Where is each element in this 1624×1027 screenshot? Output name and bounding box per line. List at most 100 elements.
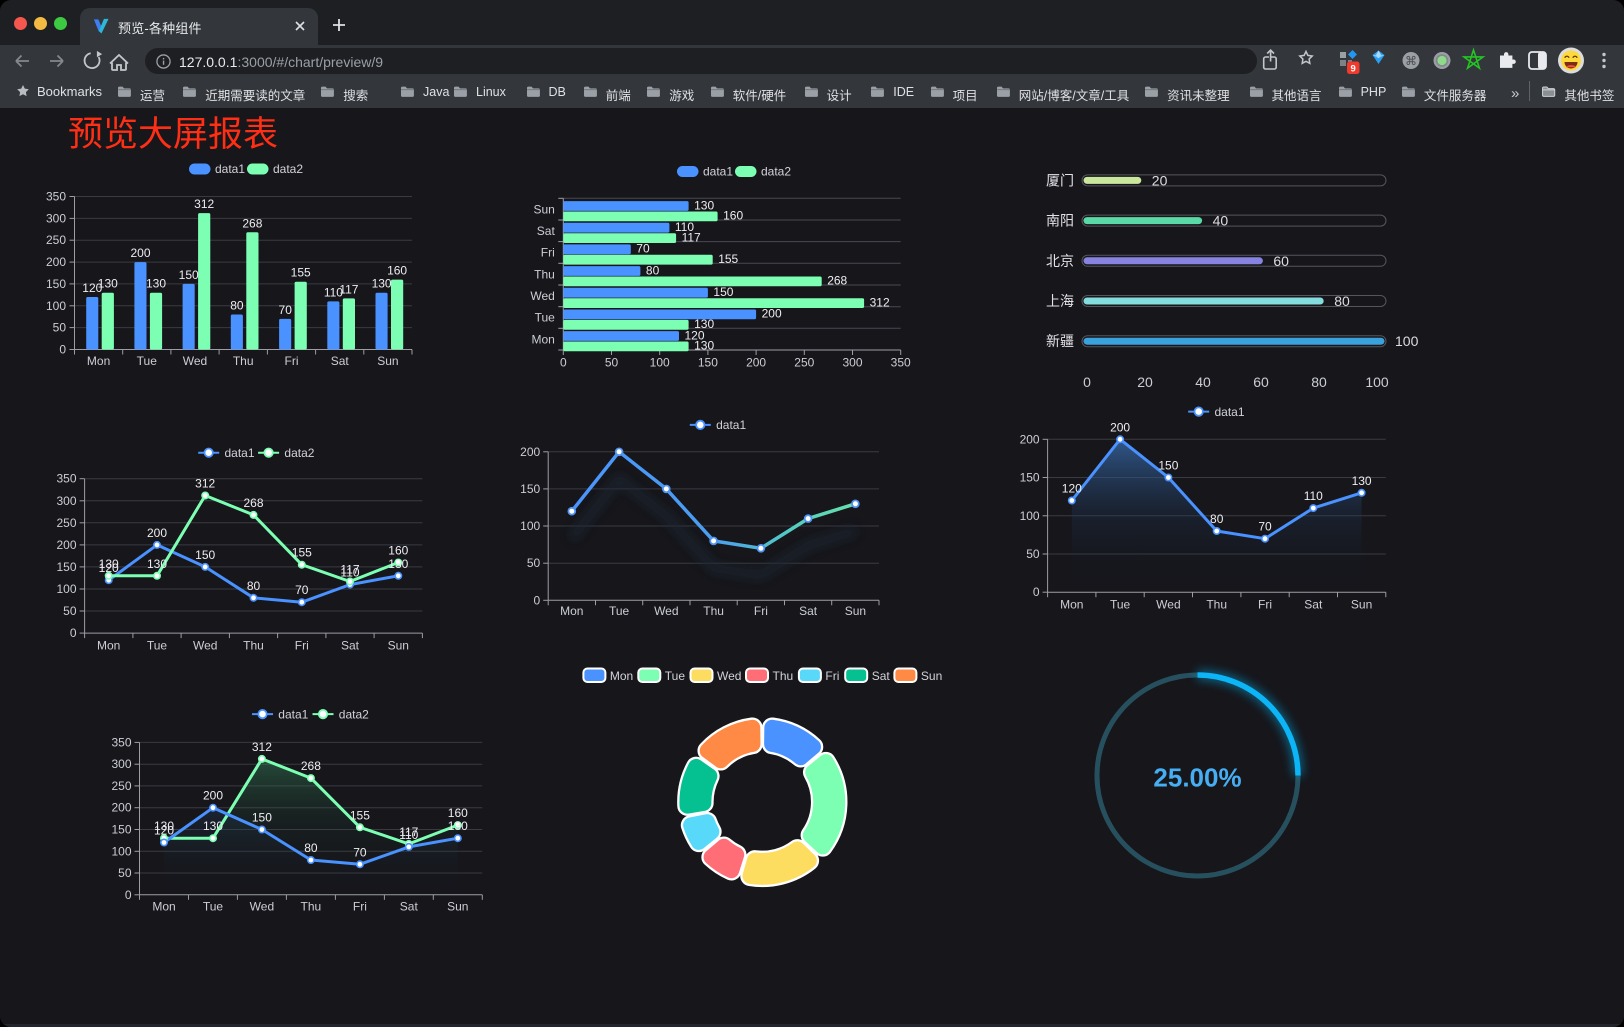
svg-text:60: 60 [1253, 374, 1269, 390]
svg-text:60: 60 [1273, 253, 1289, 269]
svg-text:Mon: Mon [97, 639, 120, 653]
svg-text:100: 100 [650, 356, 670, 370]
svg-text:Wed: Wed [717, 669, 741, 683]
svg-text:312: 312 [194, 197, 214, 211]
svg-text:Wed: Wed [193, 639, 217, 653]
svg-text:200: 200 [1110, 420, 1130, 434]
svg-text:160: 160 [387, 264, 407, 278]
svg-text:150: 150 [1158, 459, 1178, 473]
svg-text:130: 130 [147, 557, 167, 571]
svg-text:0: 0 [1083, 374, 1091, 390]
svg-text:Sat: Sat [341, 639, 360, 653]
svg-text:⌘: ⌘ [1405, 54, 1417, 68]
svg-text:130: 130 [372, 277, 392, 291]
svg-text:data1: data1 [225, 446, 255, 460]
svg-text:120: 120 [99, 561, 119, 575]
svg-text:160: 160 [448, 806, 468, 820]
svg-text:data1: data1 [703, 165, 733, 179]
svg-text:data2: data2 [339, 707, 369, 721]
svg-text:120: 120 [154, 824, 174, 838]
svg-text:200: 200 [130, 246, 150, 260]
svg-text:200: 200 [203, 789, 223, 803]
svg-text:厦门: 厦门 [1046, 172, 1074, 188]
svg-text:data2: data2 [284, 446, 314, 460]
svg-text:50: 50 [605, 356, 619, 370]
svg-text:117: 117 [399, 825, 418, 839]
svg-text:Wed: Wed [183, 354, 207, 368]
svg-text:data1: data1 [215, 162, 245, 176]
svg-text:80: 80 [230, 299, 244, 313]
svg-text:117: 117 [682, 230, 701, 244]
svg-text:data1: data1 [716, 418, 746, 432]
svg-text:Thu: Thu [703, 604, 724, 618]
svg-text:Tue: Tue [665, 669, 686, 683]
svg-text:Wed: Wed [654, 604, 678, 618]
svg-text:120: 120 [82, 281, 102, 295]
svg-text:0: 0 [70, 626, 77, 640]
svg-text:Sun: Sun [921, 669, 942, 683]
svg-text:Wed: Wed [250, 899, 274, 913]
svg-text:150: 150 [252, 811, 272, 825]
svg-text:70: 70 [1258, 520, 1272, 534]
svg-text:25.00%: 25.00% [1153, 763, 1241, 793]
svg-text:350: 350 [46, 190, 66, 204]
svg-text:150: 150 [520, 482, 540, 496]
svg-text:Sun: Sun [447, 899, 468, 913]
svg-text:Sun: Sun [1351, 598, 1372, 612]
svg-text:100: 100 [56, 582, 76, 596]
svg-text:Thu: Thu [1206, 598, 1227, 612]
svg-text:120: 120 [685, 328, 705, 342]
svg-text:Mon: Mon [87, 354, 110, 368]
svg-text:40: 40 [1195, 374, 1211, 390]
svg-text:Fri: Fri [285, 354, 299, 368]
svg-text:Sun: Sun [377, 354, 398, 368]
svg-text:Tue: Tue [147, 639, 168, 653]
svg-text:Fri: Fri [754, 604, 768, 618]
svg-text:Tue: Tue [203, 899, 224, 913]
svg-text:北京: 北京 [1046, 253, 1074, 269]
svg-text:50: 50 [118, 866, 132, 880]
svg-text:data1: data1 [278, 707, 308, 721]
svg-text:130: 130 [448, 819, 468, 833]
svg-text:100: 100 [1365, 374, 1389, 390]
svg-text:110: 110 [399, 828, 418, 842]
svg-text:9: 9 [1351, 63, 1356, 74]
svg-text:110: 110 [324, 285, 343, 299]
svg-text:268: 268 [242, 216, 262, 230]
svg-text:300: 300 [842, 356, 862, 370]
svg-text:新疆: 新疆 [1046, 333, 1074, 349]
svg-text:Sun: Sun [845, 604, 866, 618]
svg-text:80: 80 [1311, 374, 1327, 390]
svg-text:100: 100 [1020, 509, 1040, 523]
svg-text:200: 200 [147, 526, 167, 540]
svg-text:250: 250 [56, 516, 76, 530]
svg-text:110: 110 [675, 220, 694, 234]
svg-text:Sat: Sat [400, 899, 419, 913]
svg-text:200: 200 [746, 356, 766, 370]
svg-text:155: 155 [718, 252, 738, 266]
svg-text:268: 268 [827, 274, 847, 288]
svg-text:Sat: Sat [537, 224, 556, 238]
svg-text:70: 70 [279, 303, 293, 317]
svg-text:250: 250 [794, 356, 814, 370]
svg-text:100: 100 [1395, 333, 1419, 349]
svg-text:Sun: Sun [533, 202, 554, 216]
svg-text:350: 350 [111, 735, 131, 749]
svg-text:50: 50 [527, 556, 541, 570]
svg-text:20: 20 [1152, 172, 1168, 188]
svg-text:0: 0 [125, 888, 132, 902]
svg-text:200: 200 [46, 255, 66, 269]
svg-text:150: 150 [698, 356, 718, 370]
svg-text:40: 40 [1213, 213, 1229, 229]
svg-text:160: 160 [388, 544, 408, 558]
svg-text:预览大屏报表: 预览大屏报表 [68, 115, 278, 154]
svg-text:上海: 上海 [1046, 293, 1074, 309]
svg-text:150: 150 [179, 268, 199, 282]
svg-text:20: 20 [1137, 374, 1153, 390]
svg-text:130: 130 [146, 277, 166, 291]
svg-text:160: 160 [723, 209, 743, 223]
svg-text:Sat: Sat [872, 669, 891, 683]
svg-text:130: 130 [694, 198, 714, 212]
svg-text:130: 130 [203, 819, 223, 833]
svg-text:Tue: Tue [609, 604, 630, 618]
